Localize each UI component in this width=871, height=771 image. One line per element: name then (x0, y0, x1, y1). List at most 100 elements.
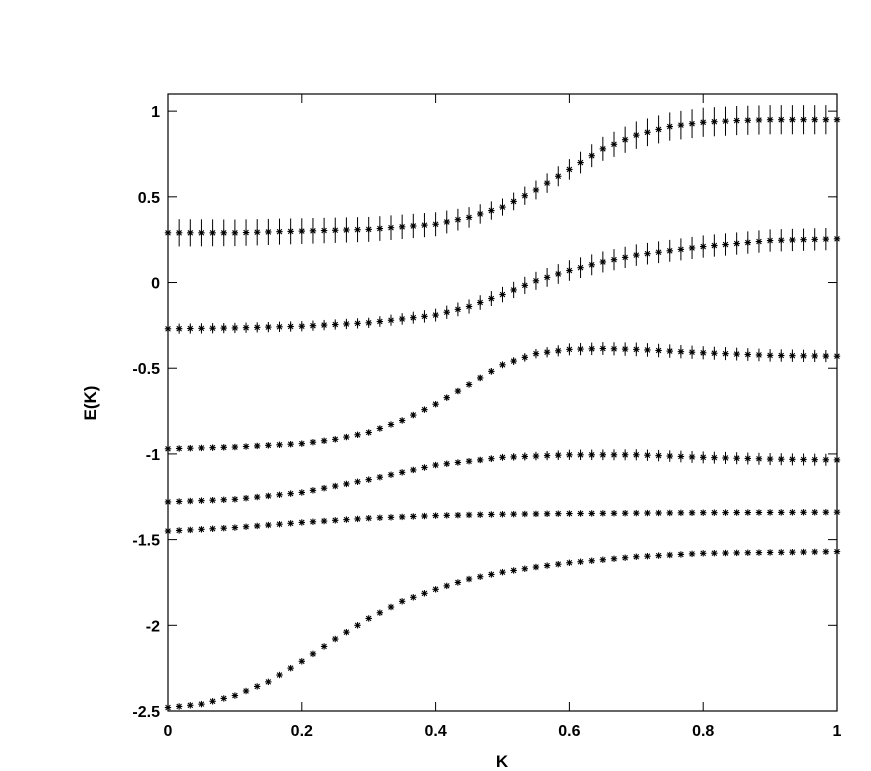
data-point (365, 317, 372, 328)
data-point (287, 321, 294, 332)
data-point (733, 232, 740, 255)
data-point (833, 453, 841, 466)
data-point (655, 343, 662, 358)
data-point (198, 444, 205, 452)
data-point (722, 451, 729, 464)
data-point (755, 348, 763, 362)
data-point (789, 509, 796, 516)
data-point (599, 510, 607, 517)
data-point (621, 246, 629, 269)
data-point (755, 549, 763, 556)
data-point (376, 514, 384, 521)
data-point (276, 218, 283, 245)
y-tick-label: 0.5 (138, 190, 160, 207)
data-point (822, 227, 830, 251)
data-point (309, 650, 317, 658)
data-point (822, 548, 830, 555)
data-point (778, 349, 785, 362)
data-point (778, 509, 785, 516)
data-point (588, 510, 595, 517)
data-point (387, 603, 395, 611)
data-point (432, 586, 439, 593)
data-point (800, 228, 807, 251)
data-point (644, 343, 651, 357)
data-point (755, 509, 763, 516)
data-point (220, 496, 227, 503)
data-point (254, 522, 261, 530)
data-point (309, 518, 317, 525)
data-point (332, 217, 339, 243)
data-point (398, 313, 406, 325)
y-tick-label: 0 (151, 276, 160, 293)
data-point (543, 347, 551, 358)
data-point (242, 687, 250, 695)
data-point (231, 524, 239, 531)
data-point (610, 449, 618, 461)
data-point (555, 166, 562, 187)
data-point (198, 323, 205, 334)
data-point (387, 471, 395, 478)
data-point (398, 469, 406, 476)
series-4 (164, 449, 841, 506)
data-point (320, 319, 328, 331)
data-point (276, 671, 283, 679)
data-point (588, 449, 595, 461)
data-point (332, 635, 339, 643)
data-point (499, 198, 506, 216)
data-point (175, 219, 183, 247)
data-point (164, 219, 172, 247)
data-point (298, 440, 305, 447)
data-point (711, 234, 718, 257)
data-point (778, 453, 785, 466)
data-point (276, 441, 283, 448)
data-point (432, 401, 439, 408)
y-tick-label: -1.5 (132, 533, 160, 550)
data-point (800, 548, 807, 556)
data-point (242, 494, 250, 502)
data-point (588, 254, 595, 276)
data-point (376, 216, 384, 241)
data-point (499, 511, 506, 518)
data-point (644, 552, 651, 560)
data-point (410, 411, 417, 419)
data-point (789, 453, 796, 466)
data-point (387, 514, 395, 521)
data-point (510, 567, 517, 574)
data-point (644, 449, 651, 461)
y-tick-label: -2.5 (132, 704, 160, 721)
y-axis-label: E(K) (81, 386, 100, 421)
data-point (577, 510, 584, 517)
data-point (265, 321, 272, 333)
data-point (811, 548, 818, 556)
data-point (175, 703, 183, 710)
data-point (666, 551, 673, 559)
data-point (789, 105, 796, 135)
data-point (421, 464, 428, 471)
data-point (454, 579, 462, 586)
data-point (175, 323, 183, 334)
data-point (599, 251, 607, 273)
data-point (733, 347, 740, 361)
data-point (599, 342, 607, 355)
data-point (633, 449, 640, 461)
data-point (209, 219, 216, 247)
data-point (231, 496, 239, 503)
data-point (688, 450, 696, 463)
data-point (343, 318, 350, 330)
data-point (811, 509, 818, 516)
data-point (465, 458, 473, 465)
data-point (800, 349, 807, 362)
data-point (599, 556, 607, 563)
data-point (231, 322, 239, 334)
data-point (298, 658, 305, 665)
data-point (298, 321, 305, 332)
data-point (766, 349, 774, 362)
data-point (644, 509, 651, 517)
series-6 (164, 548, 841, 711)
data-point (722, 509, 729, 516)
data-point (410, 594, 417, 601)
data-point (811, 105, 818, 135)
data-point (532, 563, 540, 571)
x-tick-label: 1 (833, 723, 842, 740)
data-point (488, 201, 495, 220)
